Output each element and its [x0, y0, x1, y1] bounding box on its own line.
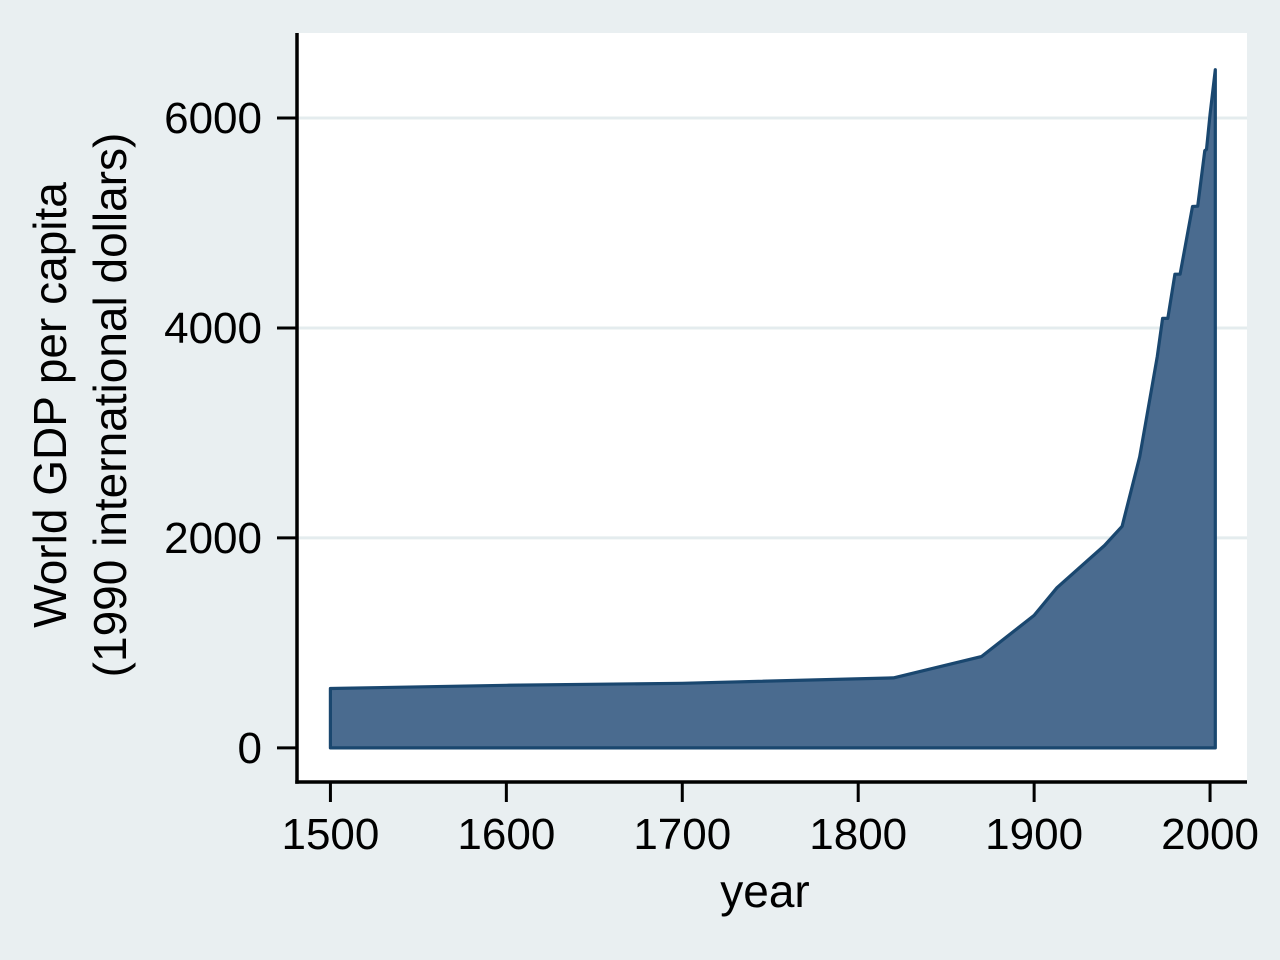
x-tick-label-1600: 1600: [457, 810, 555, 859]
x-axis-title: year: [720, 865, 810, 917]
area-series: [328, 68, 1217, 750]
y-axis-title: World GDP per capita (1990 international…: [20, 45, 140, 765]
x-tick-label-1800: 1800: [809, 810, 907, 859]
x-tick-label-1500: 1500: [281, 810, 379, 859]
y-tick-label-4000: 4000: [164, 304, 262, 353]
y-tick-label-6000: 6000: [164, 94, 262, 143]
y-axis-title-line2: (1990 international dollars): [84, 132, 136, 678]
x-tick-label-1700: 1700: [633, 810, 731, 859]
y-tick-label-2000: 2000: [164, 514, 262, 563]
y-tick-label-0: 0: [238, 724, 262, 773]
x-tick-label-1900: 1900: [985, 810, 1083, 859]
y-axis-title-line1: World GDP per capita: [24, 182, 76, 628]
x-tick-label-2000: 2000: [1161, 810, 1259, 859]
